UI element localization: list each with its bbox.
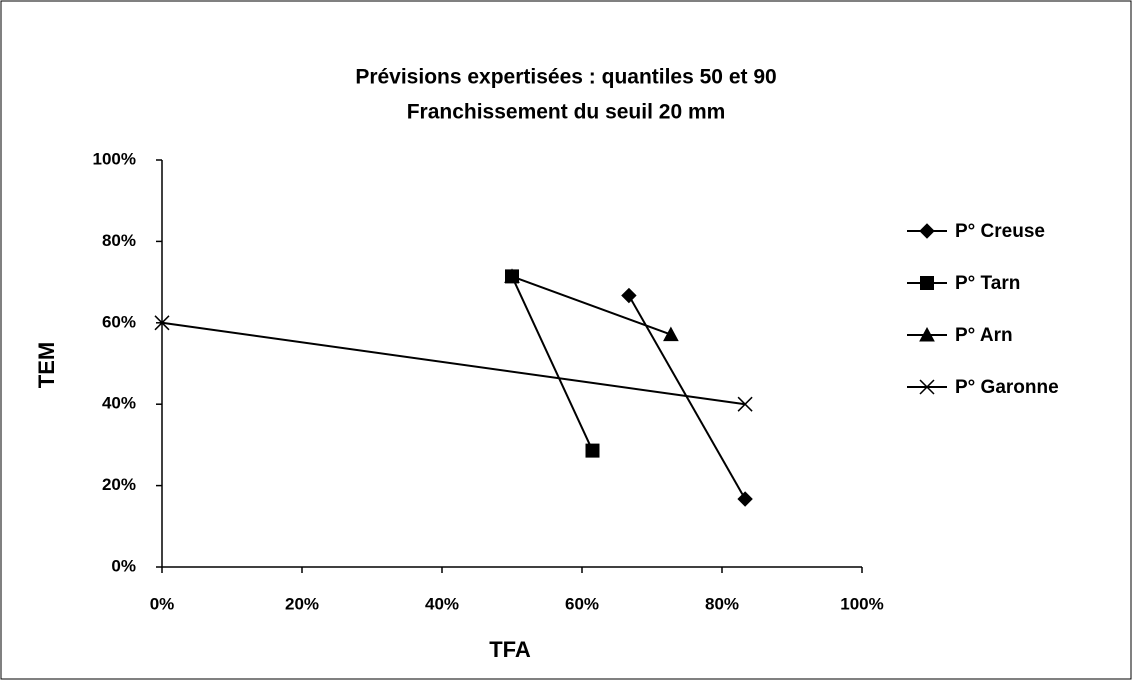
legend-marker xyxy=(919,379,935,395)
x-tick-label: 0% xyxy=(150,594,175,613)
legend-label: P° Garonne xyxy=(955,377,1059,398)
data-point xyxy=(737,396,753,412)
data-point xyxy=(737,491,753,507)
x-tick-label: 40% xyxy=(425,594,459,613)
x-axis-title: TFA xyxy=(489,637,531,662)
data-point xyxy=(504,268,520,283)
series-line xyxy=(628,295,746,500)
y-tick-label: 40% xyxy=(102,394,136,413)
legend-label: P° Creuse xyxy=(955,221,1045,242)
x-tick-label: 80% xyxy=(705,594,739,613)
data-point xyxy=(663,326,679,342)
chart-title: Prévisions expertisées : quantiles 50 et… xyxy=(355,66,776,89)
legend-marker xyxy=(920,276,934,290)
y-tick-label: 80% xyxy=(102,231,136,250)
series-line xyxy=(161,321,746,406)
y-tick-label: 100% xyxy=(93,149,136,168)
series-line xyxy=(511,275,672,336)
legend-marker xyxy=(919,326,935,342)
legend-label: P° Tarn xyxy=(955,273,1020,294)
y-axis-title: TEM xyxy=(34,342,59,388)
chart-subtitle: Franchissement du seuil 20 mm xyxy=(407,101,726,124)
x-tick-label: 100% xyxy=(840,594,883,613)
data-point xyxy=(585,443,600,458)
x-tick-label: 20% xyxy=(285,594,319,613)
data-point xyxy=(621,287,637,304)
y-tick-label: 0% xyxy=(111,556,136,575)
y-tick-label: 60% xyxy=(102,312,136,331)
data-point xyxy=(154,315,170,331)
legend-label: P° Arn xyxy=(955,325,1013,346)
x-tick-label: 60% xyxy=(565,594,599,613)
legend-marker xyxy=(919,223,935,239)
series-line xyxy=(511,275,594,452)
y-tick-label: 20% xyxy=(102,475,136,494)
